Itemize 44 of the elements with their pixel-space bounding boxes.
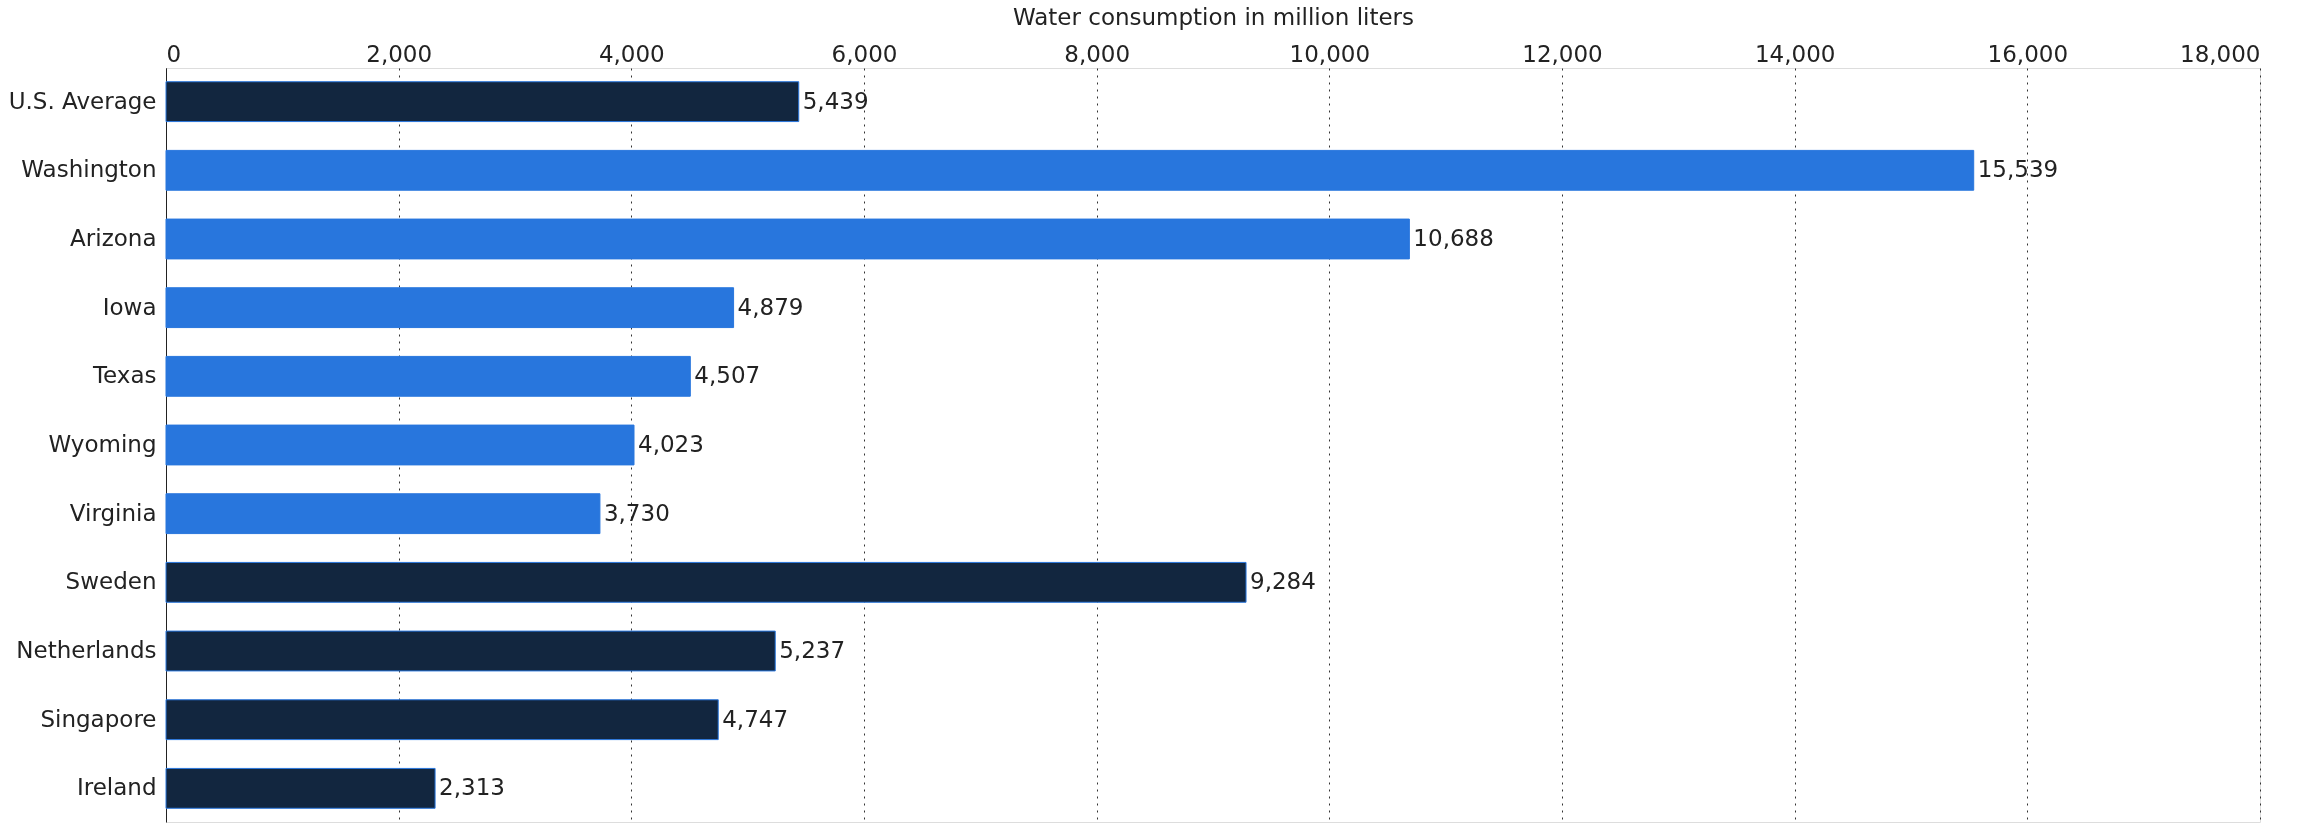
data-label: 4,507 xyxy=(694,362,761,389)
bar xyxy=(165,355,691,397)
bar xyxy=(165,630,776,672)
data-label: 5,237 xyxy=(779,637,846,664)
y-tick-label: U.S. Average xyxy=(8,87,157,114)
y-tick-label: Texas xyxy=(91,362,157,389)
data-label: 2,313 xyxy=(439,774,505,801)
y-tick-label: Singapore xyxy=(40,705,157,732)
x-tick-label: 0 xyxy=(166,40,182,67)
x-tick-label: 4,000 xyxy=(598,40,665,67)
bar xyxy=(165,493,601,535)
data-label: 9,284 xyxy=(1250,568,1316,595)
bar xyxy=(165,218,1410,260)
y-tick-label: Wyoming xyxy=(48,431,157,457)
bar xyxy=(165,424,635,466)
bar xyxy=(165,767,436,809)
bar xyxy=(165,81,800,123)
y-tick-label: Arizona xyxy=(70,224,157,251)
bar xyxy=(165,699,719,741)
bar xyxy=(165,149,1975,191)
x-tick-label: 10,000 xyxy=(1289,40,1371,67)
x-tick-label: 6,000 xyxy=(831,40,898,67)
data-label: 10,688 xyxy=(1413,224,1494,251)
x-tick-label: 12,000 xyxy=(1522,40,1603,67)
y-tick-label: Washington xyxy=(21,156,157,183)
y-tick-label: Virginia xyxy=(69,499,157,526)
data-label: 15,539 xyxy=(1977,156,2059,183)
x-tick-label: 14,000 xyxy=(1754,40,1836,67)
x-axis-title: Water consumption in million liters xyxy=(1012,3,1415,30)
data-label: 4,879 xyxy=(737,293,804,320)
bar xyxy=(165,561,1247,603)
bar xyxy=(165,287,735,329)
x-tick-label: 8,000 xyxy=(1064,40,1131,67)
x-tick-label: 16,000 xyxy=(1987,40,2069,67)
y-tick-label: Sweden xyxy=(65,568,157,595)
y-tick-label: Iowa xyxy=(102,293,157,320)
data-label: 4,747 xyxy=(722,705,789,732)
data-label: 3,730 xyxy=(603,499,670,526)
data-label: 4,023 xyxy=(638,431,704,457)
y-tick-label: Netherlands xyxy=(16,637,157,664)
y-tick-label: Ireland xyxy=(76,774,157,801)
data-label: 5,439 xyxy=(802,87,869,114)
x-tick-label: 2,000 xyxy=(366,40,433,67)
x-tick-label: 18,000 xyxy=(2180,40,2261,67)
